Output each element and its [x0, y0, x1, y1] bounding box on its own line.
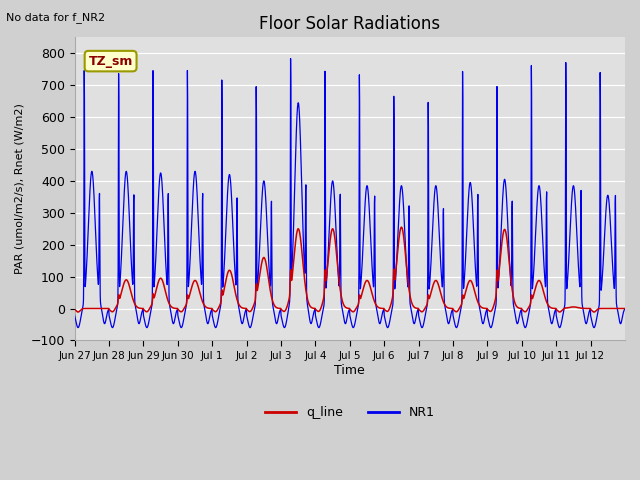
q_line — [621, 306, 628, 312]
q_line — [614, 306, 621, 312]
X-axis label: Time: Time — [335, 364, 365, 377]
Line: NR1: NR1 — [75, 59, 625, 328]
NR1 — [383, 324, 390, 329]
NR1 — [590, 325, 598, 331]
q_line — [547, 305, 554, 311]
q_line — [516, 305, 524, 311]
q_line — [383, 309, 390, 314]
NR1 — [125, 220, 133, 226]
q_line — [244, 308, 252, 314]
q_line — [71, 307, 79, 312]
q_line — [397, 224, 405, 230]
NR1 — [614, 306, 621, 312]
q_line — [126, 285, 134, 290]
Y-axis label: PAR (umol/m2/s), Rnet (W/m2): PAR (umol/m2/s), Rnet (W/m2) — [15, 104, 25, 274]
Title: Floor Solar Radiations: Floor Solar Radiations — [259, 15, 440, 33]
q_line — [74, 309, 82, 315]
NR1 — [547, 317, 554, 323]
NR1 — [516, 313, 524, 319]
Legend: q_line, NR1: q_line, NR1 — [260, 401, 440, 424]
Line: q_line: q_line — [75, 227, 625, 312]
NR1 — [287, 56, 294, 61]
Text: TZ_sm: TZ_sm — [88, 55, 132, 68]
NR1 — [244, 320, 252, 326]
Text: No data for f_NR2: No data for f_NR2 — [6, 12, 106, 23]
NR1 — [621, 306, 628, 312]
NR1 — [71, 312, 79, 318]
